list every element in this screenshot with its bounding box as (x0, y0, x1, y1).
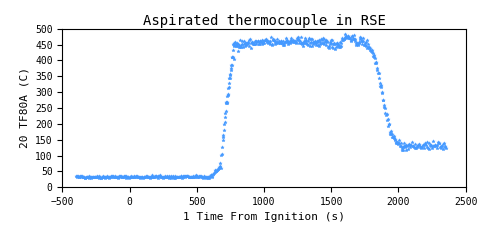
Y-axis label: 20 TF80A (C): 20 TF80A (C) (20, 67, 29, 149)
Title: Aspirated thermocouple in RSE: Aspirated thermocouple in RSE (143, 14, 385, 28)
X-axis label: 1 Time From Ignition (s): 1 Time From Ignition (s) (183, 212, 345, 222)
